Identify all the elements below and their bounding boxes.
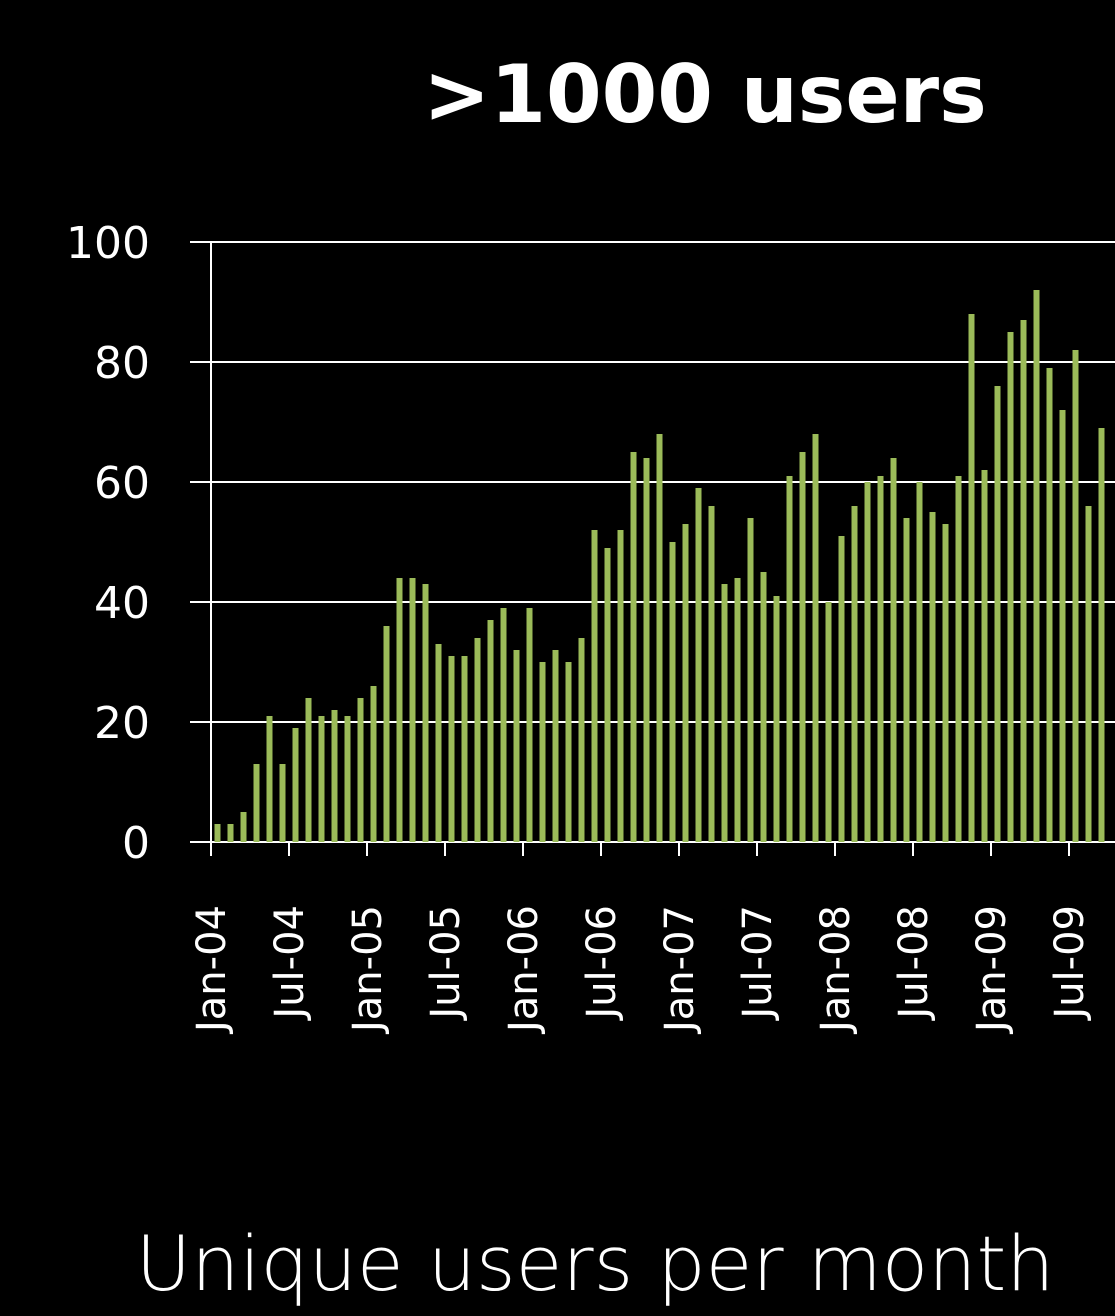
bar: [617, 530, 624, 842]
bar: [357, 698, 364, 842]
bar: [773, 596, 780, 842]
bar: [1020, 320, 1027, 842]
chart-subtitle: Unique users per month: [136, 1219, 1055, 1308]
bar: [500, 608, 507, 842]
bar: [487, 620, 494, 842]
bar: [695, 488, 702, 842]
bar: [630, 452, 637, 842]
y-tick-label: 20: [94, 698, 150, 749]
bar: [643, 458, 650, 842]
bar: [461, 656, 468, 842]
bar: [344, 716, 351, 842]
bar: [409, 578, 416, 842]
y-tick-label: 40: [94, 578, 150, 629]
bar: [305, 698, 312, 842]
bar: [1072, 350, 1079, 842]
bar: [396, 578, 403, 842]
bar: [877, 476, 884, 842]
y-tick-label: 0: [122, 818, 150, 869]
x-tick-label: Jan-09: [969, 905, 1015, 1035]
bar: [786, 476, 793, 842]
bar: [526, 608, 533, 842]
bar: [552, 650, 559, 842]
x-tick-label: Jul-07: [735, 905, 781, 1022]
bar: [968, 314, 975, 842]
bar: [214, 824, 221, 842]
y-tick-label: 60: [94, 458, 150, 509]
bar: [1098, 428, 1105, 842]
bar: [864, 482, 871, 842]
bar: [669, 542, 676, 842]
bar: [708, 506, 715, 842]
x-tick-label: Jul-09: [1047, 905, 1093, 1022]
bar: [851, 506, 858, 842]
x-tick-label: Jan-07: [657, 905, 703, 1035]
bar: [747, 518, 754, 842]
bar: [227, 824, 234, 842]
bar: [656, 434, 663, 842]
bar: [331, 710, 338, 842]
bar: [942, 524, 949, 842]
bar: [903, 518, 910, 842]
x-tick-label: Jan-04: [189, 905, 235, 1035]
bar: [383, 626, 390, 842]
bar: [513, 650, 520, 842]
bar: [1007, 332, 1014, 842]
bar: [266, 716, 273, 842]
bar: [591, 530, 598, 842]
bar: [838, 536, 845, 842]
bar: [916, 482, 923, 842]
bar: [955, 476, 962, 842]
chart-title: >1000 users: [423, 48, 986, 141]
bar: [279, 764, 286, 842]
bar: [448, 656, 455, 842]
bar: [318, 716, 325, 842]
bar: [734, 578, 741, 842]
bar: [1046, 368, 1053, 842]
bar: [1033, 290, 1040, 842]
x-tick-label: Jan-06: [501, 905, 547, 1035]
bar: [292, 728, 299, 842]
x-tick-label: Jul-06: [579, 905, 625, 1022]
y-tick-label: 80: [94, 338, 150, 389]
x-tick-label: Jul-08: [891, 905, 937, 1022]
x-tick-label: Jul-05: [423, 905, 469, 1022]
bar: [760, 572, 767, 842]
bar: [890, 458, 897, 842]
bar: [565, 662, 572, 842]
bar: [253, 764, 260, 842]
bar: [981, 470, 988, 842]
x-tick-label: Jan-08: [813, 905, 859, 1035]
x-tick-label: Jul-04: [267, 905, 313, 1022]
bar: [474, 638, 481, 842]
bar: [825, 602, 832, 842]
bar: [370, 686, 377, 842]
x-tick-label: Jan-05: [345, 905, 391, 1035]
bar: [682, 524, 689, 842]
bar: [799, 452, 806, 842]
bar: [1059, 410, 1066, 842]
bar: [1085, 506, 1092, 842]
bar: [812, 434, 819, 842]
bar: [604, 548, 611, 842]
bar: [994, 386, 1001, 842]
bar: [721, 584, 728, 842]
bar: [435, 644, 442, 842]
bar: [422, 584, 429, 842]
bar: [240, 812, 247, 842]
y-tick-label: 100: [66, 218, 150, 269]
bar: [578, 638, 585, 842]
bar: [929, 512, 936, 842]
bar: [539, 662, 546, 842]
